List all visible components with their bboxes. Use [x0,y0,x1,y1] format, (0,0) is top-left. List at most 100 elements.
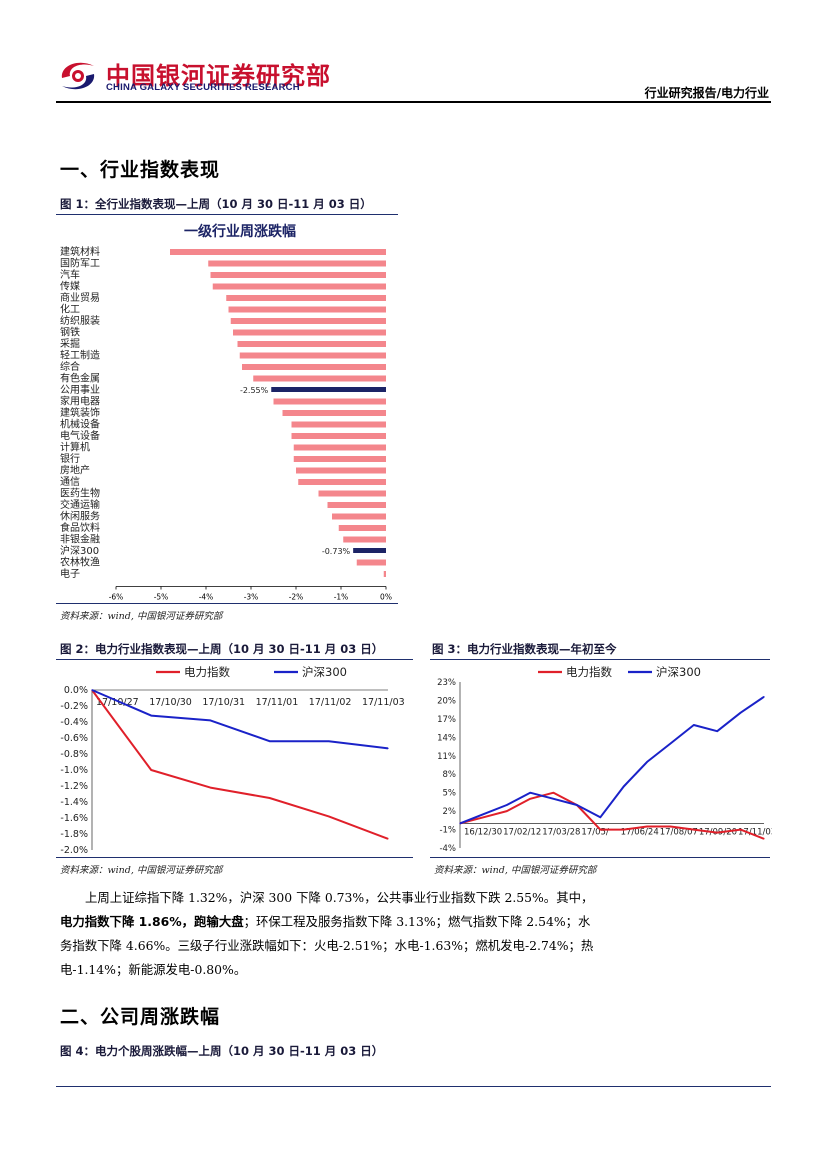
header: 中国银河证券研究部 CHINA GALAXY SECURITIES RESEAR… [0,0,827,110]
chart1-bar [242,364,386,370]
series-point [529,792,531,794]
chart1-category-label: 传媒 [60,281,80,293]
y-tick-label: 23% [437,678,456,688]
chart1-category-label: 交通运输 [60,498,100,511]
chart1-category-label: 家用电器 [60,395,100,408]
x-tick-label: 17/11/02 [309,697,352,708]
chart1-x-tick-label: 0% [380,593,392,601]
series-point [387,747,389,749]
header-rule [56,101,771,103]
series-point [599,816,601,818]
chart1-bar [291,433,386,439]
x-tick-label: 17/10/31 [202,697,245,708]
chart1-category-label: 机械设备 [60,418,100,431]
x-tick-label: 17/10/30 [149,697,192,708]
x-tick-label: 17/11/01 [256,697,299,708]
logo-chinese: 中国银河证券研究部 [106,62,331,90]
y-tick-label: -0.8% [60,749,88,760]
series-point [646,761,648,763]
y-tick-label: 14% [437,733,456,743]
y-tick-label: -2.0% [60,845,88,856]
chart1-bar [293,456,386,462]
series-point [506,804,508,806]
y-tick-label: 20% [437,696,456,706]
chart1-category-label: 化工 [60,303,80,316]
series-point [150,715,152,717]
x-tick-label: 17/06/24 [621,827,659,837]
y-tick-label: -1.6% [60,813,88,824]
series-point [91,689,93,691]
y-tick-label: -4% [439,844,456,854]
chart1-category-label: 钢铁 [60,326,80,339]
chart1-bar [293,444,386,451]
y-tick-label: 2% [443,807,457,817]
chart1-x-tick-label: -4% [199,593,214,601]
series-point [763,838,765,840]
series-point [269,740,271,742]
series-point [740,712,742,714]
x-tick-label: 16/12/30 [464,827,502,837]
logo-english: CHINA GALAXY SECURITIES RESEARCH [106,82,300,93]
chart1-bar [273,398,386,405]
series-line [459,695,765,825]
y-tick-label: 11% [437,752,456,762]
chart1-bar [239,352,386,359]
section-title-1: 一、行业指数表现 [60,159,221,181]
para-line-1: 上周上证综指下降 1.32%，沪深 300 下降 0.73%，公共事业行业指数下… [85,890,594,905]
chart1-category-label: 通信 [60,476,80,488]
fig1-caption-rule [56,214,398,216]
fig1-caption: 图 1：全行业指数表现—上周（10 月 30 日-11 月 03 日） [60,197,372,211]
chart1-category-label: 国防军工 [60,257,100,270]
chart1-x-tick-label: -2% [289,593,304,601]
legend-label: 沪深300 [656,665,701,679]
series-point [693,724,695,726]
y-tick-label: -0.6% [60,733,88,744]
chart1-category-label: 电子 [60,567,80,580]
chart1-bar [318,490,386,497]
chart1-bar [228,306,386,313]
fig1-source: 资料来源：wind, 中国银河证券研究部 [60,611,223,622]
fig4-caption: 图 4：电力个股周涨跌幅—上周（10 月 30 日-11 月 03 日） [60,1044,384,1058]
series-point [209,787,211,789]
chart1-bar [291,421,386,428]
chart1-bar [353,548,386,553]
fig2-source: 资料来源：wind, 中国银河证券研究部 [60,865,223,876]
x-tick-label: 17/11/03 [362,697,405,708]
series-point [482,813,484,815]
chart1-category-label: 休闲服务 [60,510,100,523]
series-point [269,797,271,799]
y-tick-label: -0.4% [60,717,88,728]
chart1-x-tick-label: -5% [154,593,169,601]
series-point [328,815,330,817]
fig3-caption: 图 3：电力行业指数表现—年初至今 [432,642,617,656]
chart1-bar [332,513,386,520]
x-tick-label: 17/02/12 [503,827,541,837]
y-tick-label: -1.8% [60,829,88,840]
series-point [387,838,389,840]
series-point [506,810,508,812]
chart1-category-label: 房地产 [60,464,90,477]
chart1-category-label: 采掘 [60,337,80,350]
series-point [552,792,555,794]
y-tick-label: -1.0% [60,765,88,776]
chart1-bar [356,559,386,566]
chart1-bar [271,387,386,392]
series-point [763,696,765,698]
chart1-x-tick-label: -6% [109,593,124,601]
series-point [150,769,152,771]
y-tick-label: -1.4% [60,797,88,808]
series-point [599,828,601,831]
chart1-bar [208,260,386,267]
series-point [669,742,672,745]
series-point [209,719,211,721]
chart1-category-label: 轻工制造 [60,349,100,362]
chart1-bar [338,525,386,531]
chart1-category-label: 商业贸易 [60,291,100,304]
chart1-category-label: 综合 [60,360,80,373]
x-tick-label: 17/08/07 [660,827,698,837]
chart1-data-label: -2.55% [240,386,269,395]
fig3-bottom-rule [430,857,770,859]
fig1-bottom-rule [56,603,398,605]
chart1-bar [237,341,386,347]
chart1-category-label: 银行 [60,452,80,465]
